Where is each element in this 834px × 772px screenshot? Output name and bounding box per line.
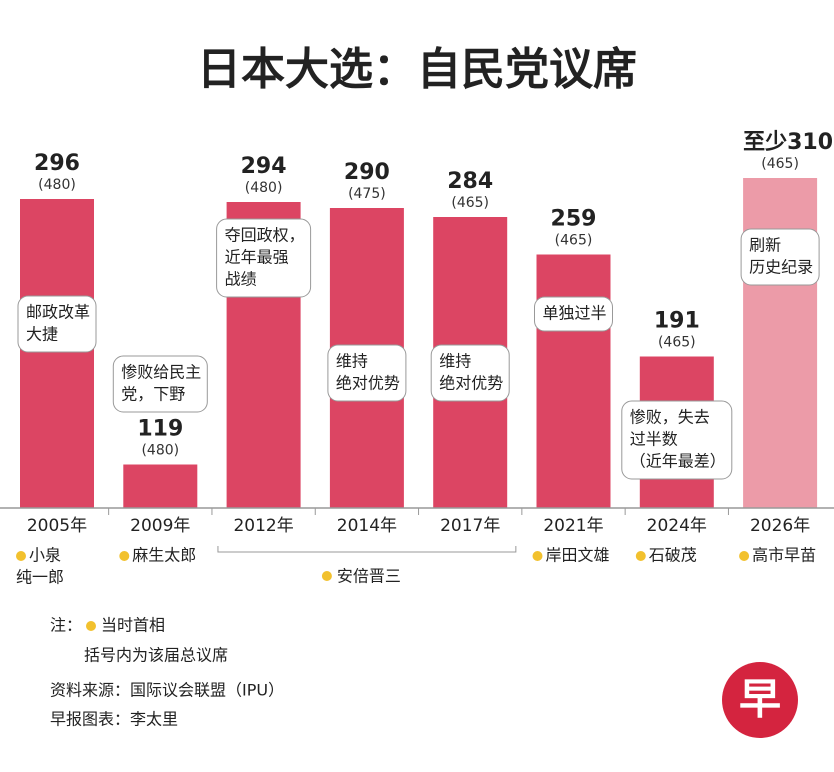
callout-box <box>534 296 613 332</box>
leader-dot <box>635 551 646 561</box>
credit: 早报图表：李太里 <box>50 710 178 729</box>
leader-name: 安倍晋三 <box>337 567 401 586</box>
chart-title: 日本大选：自民党议席 <box>197 44 637 95</box>
x-tick-label: 2005年 <box>27 516 87 536</box>
callout-text: 历史纪录 <box>749 258 813 277</box>
callout-text: 夺回政权， <box>225 226 305 245</box>
note-text: 括号内为该届总议席 <box>84 646 228 665</box>
x-tick-label: 2026年 <box>750 516 810 536</box>
callout-text: 惨败，失去 <box>630 408 710 427</box>
callout-text: 近年最强 <box>225 248 289 267</box>
leader-dot <box>321 571 332 581</box>
leader-bracket <box>217 546 517 553</box>
value-label: 至少310 <box>743 130 833 155</box>
value-label: 294 <box>241 154 287 179</box>
x-tick-label: 2017年 <box>440 516 500 536</box>
value-label: 259 <box>551 207 597 232</box>
callout-box <box>740 228 820 286</box>
callout-text: 大捷 <box>26 325 58 344</box>
total-seats: (480) <box>245 180 283 196</box>
bar <box>743 178 818 508</box>
x-tick-label: 2021年 <box>543 516 603 536</box>
note-text: 当时首相 <box>101 616 165 635</box>
leader-name: 小泉 <box>29 546 61 565</box>
callout-text: 绝对优势 <box>336 374 400 393</box>
x-tick-label: 2009年 <box>130 516 190 536</box>
bar <box>123 464 198 508</box>
total-seats: (480) <box>38 177 76 193</box>
x-tick-label: 2014年 <box>337 516 397 536</box>
callout-text: 惨败给民主 <box>121 363 201 382</box>
value-label: 296 <box>34 151 80 176</box>
source: 资料来源：国际议会联盟（IPU） <box>50 681 284 700</box>
bar <box>20 199 94 508</box>
bar <box>536 254 611 508</box>
leader-name: 石破茂 <box>649 546 697 565</box>
leader-name: 麻生太郎 <box>132 546 196 565</box>
callout-text: 单独过半 <box>543 304 607 323</box>
callout-box <box>112 355 208 413</box>
callout-text: 维持 <box>336 352 368 371</box>
leader-dot <box>739 551 750 561</box>
note-label: 注： <box>50 616 82 635</box>
leader-dot <box>119 551 130 561</box>
total-seats: (465) <box>555 233 593 249</box>
callout-box <box>430 344 510 402</box>
leader-name: 岸田文雄 <box>546 546 610 565</box>
callout-text: 邮政改革 <box>26 303 90 322</box>
leader-name: 纯一郎 <box>16 568 64 587</box>
logo <box>722 662 798 738</box>
callout-text: 过半数 <box>630 430 678 449</box>
total-seats: (480) <box>141 443 179 459</box>
logo-text: 早 <box>739 675 781 724</box>
callout-text: 党，下野 <box>121 385 185 404</box>
x-tick-label: 2024年 <box>647 516 707 536</box>
callout-box <box>621 400 733 480</box>
total-seats: (465) <box>658 335 696 351</box>
value-label: 284 <box>447 169 493 194</box>
callout-text: 刷新 <box>749 236 781 255</box>
note-dot <box>86 621 96 631</box>
leader-name: 高市早苗 <box>752 546 816 565</box>
value-label: 191 <box>654 309 700 334</box>
callout-text: 维持 <box>439 352 471 371</box>
callout-text: （近年最差） <box>630 452 726 471</box>
callout-text: 绝对优势 <box>439 374 503 393</box>
leader-dot <box>532 551 543 561</box>
x-tick-label: 2012年 <box>233 516 293 536</box>
leader-dot <box>16 551 26 561</box>
total-seats: (475) <box>348 186 386 202</box>
total-seats: (465) <box>761 156 799 172</box>
value-label: 119 <box>137 417 183 442</box>
value-label: 290 <box>344 160 390 185</box>
total-seats: (465) <box>451 195 489 211</box>
callout-text: 战绩 <box>225 270 257 289</box>
callout-box <box>17 295 97 353</box>
callout-box <box>327 344 407 402</box>
callout-box <box>216 218 312 298</box>
